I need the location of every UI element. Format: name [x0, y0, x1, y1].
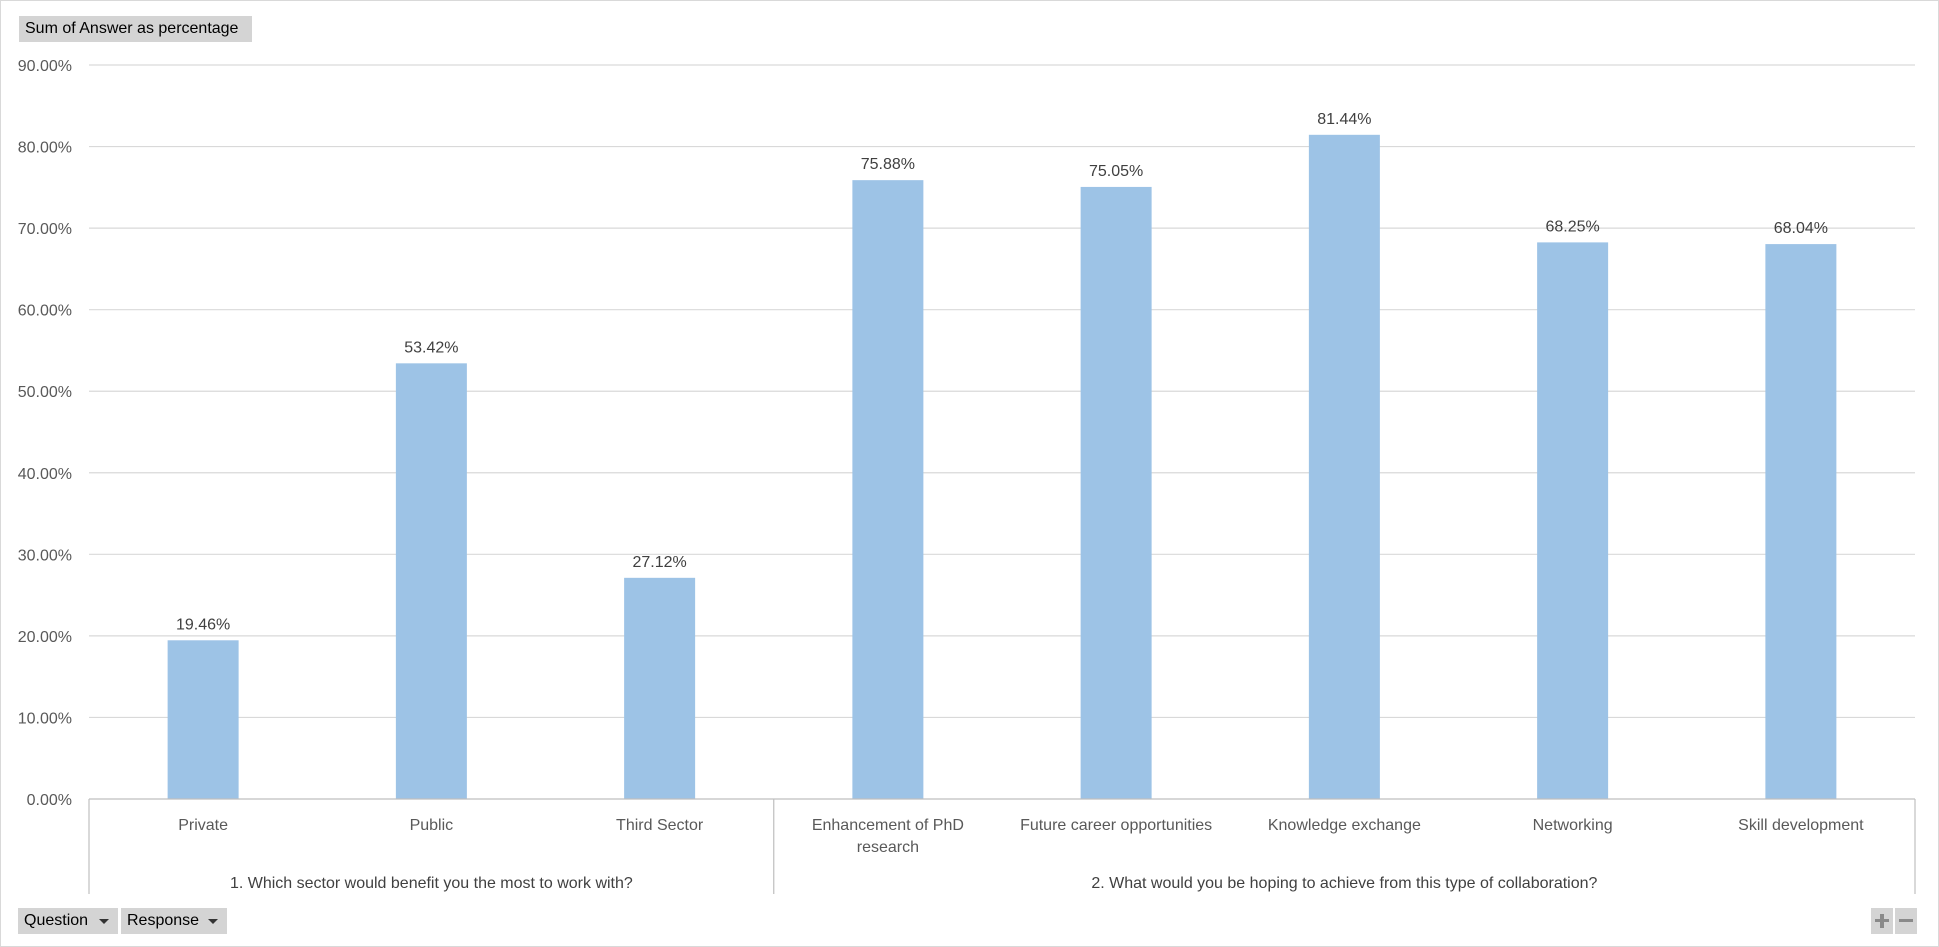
x-tick-label: Skill development	[1738, 817, 1864, 834]
gridlines	[89, 64, 1915, 719]
group-label: 1. Which sector would benefit you the mo…	[230, 875, 633, 892]
collapse-field-button[interactable]	[1895, 908, 1917, 934]
dropdown-arrow-icon	[208, 919, 218, 924]
data-label: 53.42%	[404, 339, 458, 356]
minus-icon	[1899, 919, 1913, 922]
bar[interactable]	[1080, 186, 1152, 800]
x-tick-label: Enhancement of PhD	[812, 817, 964, 834]
y-tick-label: 10.00%	[18, 710, 72, 727]
question-field-label: Question	[24, 912, 89, 929]
expand-field-button[interactable]	[1871, 908, 1893, 934]
bar[interactable]	[395, 363, 467, 799]
bar[interactable]	[167, 640, 239, 799]
y-tick-label: 90.00%	[18, 58, 72, 75]
data-label: 68.04%	[1774, 220, 1828, 237]
bar[interactable]	[852, 180, 924, 800]
x-tick-label: Private	[178, 817, 228, 834]
dropdown-arrow-icon	[99, 919, 109, 924]
y-tick-label: 20.00%	[18, 629, 72, 646]
y-tick-label: 50.00%	[18, 384, 72, 401]
data-label: 68.25%	[1545, 218, 1599, 235]
x-tick-label: Public	[410, 817, 454, 834]
data-label: 19.46%	[176, 616, 230, 633]
bar[interactable]	[624, 577, 696, 799]
x-tick-label: Knowledge exchange	[1268, 817, 1421, 834]
bar[interactable]	[1308, 134, 1380, 800]
response-field-button[interactable]: Response	[121, 908, 227, 934]
x-tick-label: Future career opportunities	[1020, 817, 1212, 834]
bar[interactable]	[1537, 242, 1609, 800]
value-field-button[interactable]: Sum of Answer as percentage	[19, 16, 252, 42]
data-label: 75.88%	[861, 156, 915, 173]
x-tick-label: Third Sector	[616, 817, 704, 834]
y-tick-label: 0.00%	[27, 792, 72, 809]
plus-icon-vertical	[1880, 914, 1884, 928]
x-tick-label: research	[857, 839, 919, 856]
y-axis-tick-labels: 0.00% 10.00% 20.00% 30.00% 40.00% 50.00% 60.00…	[18, 58, 72, 809]
y-tick-label: 40.00%	[18, 466, 72, 483]
data-label: 27.12%	[632, 554, 686, 571]
group-label: 2. What would you be hoping to achieve f…	[1091, 875, 1597, 892]
bars	[167, 134, 1837, 800]
y-tick-label: 30.00%	[18, 547, 72, 564]
data-label: 81.44%	[1317, 111, 1371, 128]
y-tick-label: 60.00%	[18, 303, 72, 320]
question-field-button[interactable]: Question	[18, 908, 118, 934]
y-tick-label: 70.00%	[18, 221, 72, 238]
y-tick-label: 80.00%	[18, 140, 72, 157]
x-axis: Private Public Third Sector Enhancement of …	[88, 798, 1916, 894]
bar[interactable]	[1765, 244, 1837, 799]
data-label: 75.05%	[1089, 163, 1143, 180]
data-labels: 19.46% 53.42% 27.12% 75.88% 75.05% 81.44% 68.2…	[176, 111, 1828, 633]
response-field-label: Response	[127, 912, 200, 929]
x-tick-label: Networking	[1533, 817, 1613, 834]
